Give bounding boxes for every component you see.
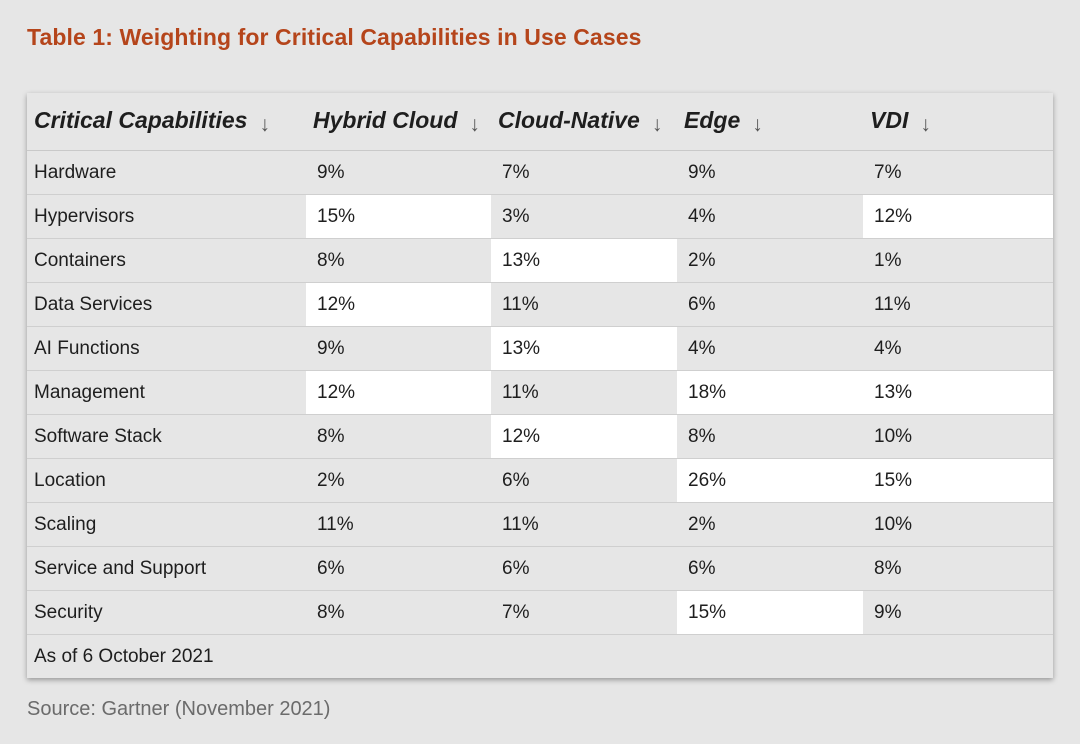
column-header-vdi[interactable]: VDI ↓ xyxy=(863,93,1053,151)
weight-cell: 11% xyxy=(306,502,491,547)
weight-cell: 11% xyxy=(491,370,677,415)
weight-cell: 4% xyxy=(863,326,1053,371)
column-header-critical-capabilities[interactable]: Critical Capabilities ↓ xyxy=(27,93,306,151)
table-row: Management 12% 11% 18% 13% xyxy=(27,370,1053,415)
weight-cell: 26% xyxy=(677,458,863,503)
weight-cell: 2% xyxy=(677,502,863,547)
weight-cell: 18% xyxy=(677,370,863,415)
header-row: Critical Capabilities ↓ Hybrid Cloud ↓ Clo… xyxy=(27,93,1053,151)
weight-cell: 1% xyxy=(863,238,1053,283)
capabilities-table-card: Critical Capabilities ↓ Hybrid Cloud ↓ Clo… xyxy=(27,93,1053,678)
weight-cell: 9% xyxy=(863,590,1053,635)
sort-arrow-down-icon[interactable]: ↓ xyxy=(259,112,270,136)
weight-cell: 2% xyxy=(677,238,863,283)
capability-name-cell: Service and Support xyxy=(27,546,306,591)
table-row: Scaling 11% 11% 2% 10% xyxy=(27,502,1053,547)
capability-name-cell: Data Services xyxy=(27,282,306,327)
table-row: Service and Support 6% 6% 6% 8% xyxy=(27,546,1053,591)
weight-cell: 9% xyxy=(677,150,863,195)
weight-cell: 9% xyxy=(306,326,491,371)
weight-cell: 6% xyxy=(677,282,863,327)
weight-cell: 6% xyxy=(491,458,677,503)
sort-arrow-down-icon[interactable]: ↓ xyxy=(752,112,763,136)
capability-name-cell: AI Functions xyxy=(27,326,306,371)
weight-cell: 12% xyxy=(863,194,1053,239)
table-row: AI Functions 9% 13% 4% 4% xyxy=(27,326,1053,371)
weight-cell: 15% xyxy=(863,458,1053,503)
weight-cell: 8% xyxy=(306,590,491,635)
weight-cell: 11% xyxy=(863,282,1053,327)
column-header-cloud-native[interactable]: Cloud-Native ↓ xyxy=(491,93,677,151)
weight-cell: 15% xyxy=(677,590,863,635)
weight-cell: 3% xyxy=(491,194,677,239)
weight-cell: 2% xyxy=(306,458,491,503)
capabilities-table: Critical Capabilities ↓ Hybrid Cloud ↓ Clo… xyxy=(27,93,1053,678)
table-row: Hardware 9% 7% 9% 7% xyxy=(27,150,1053,195)
footer-row: As of 6 October 2021 xyxy=(27,635,1053,679)
weight-cell: 8% xyxy=(677,414,863,459)
capability-name-cell: Scaling xyxy=(27,502,306,547)
column-header-edge[interactable]: Edge ↓ xyxy=(677,93,863,151)
capability-name-cell: Hardware xyxy=(27,150,306,195)
weight-cell: 8% xyxy=(306,238,491,283)
weight-cell: 12% xyxy=(306,282,491,327)
sort-arrow-down-icon[interactable]: ↓ xyxy=(920,112,931,136)
table-row: Software Stack 8% 12% 8% 10% xyxy=(27,414,1053,459)
sort-arrow-down-icon[interactable]: ↓ xyxy=(651,112,663,136)
table-row: Containers 8% 13% 2% 1% xyxy=(27,238,1053,283)
weight-cell: 10% xyxy=(863,414,1053,459)
weight-cell: 11% xyxy=(491,502,677,547)
table-row: Hypervisors 15% 3% 4% 12% xyxy=(27,194,1053,239)
table-title: Table 1: Weighting for Critical Capabili… xyxy=(27,24,642,50)
as-of-date: As of 6 October 2021 xyxy=(34,645,214,667)
weight-cell: 13% xyxy=(491,238,677,283)
capability-name-cell: Location xyxy=(27,458,306,503)
weight-cell: 7% xyxy=(491,590,677,635)
column-header-hybrid-cloud[interactable]: Hybrid Cloud ↓ xyxy=(306,93,491,151)
weight-cell: 6% xyxy=(491,546,677,591)
weight-cell: 8% xyxy=(863,546,1053,591)
capability-name-cell: Hypervisors xyxy=(27,194,306,239)
weight-cell: 7% xyxy=(863,150,1053,195)
weight-cell: 13% xyxy=(863,370,1053,415)
weight-cell: 12% xyxy=(491,414,677,459)
weight-cell: 4% xyxy=(677,326,863,371)
weight-cell: 12% xyxy=(306,370,491,415)
capability-name-cell: Management xyxy=(27,370,306,415)
weight-cell: 15% xyxy=(306,194,491,239)
weight-cell: 10% xyxy=(863,502,1053,547)
weight-cell: 6% xyxy=(677,546,863,591)
capability-name-cell: Software Stack xyxy=(27,414,306,459)
sort-arrow-down-icon[interactable]: ↓ xyxy=(469,112,480,136)
weight-cell: 7% xyxy=(491,150,677,195)
weight-cell: 9% xyxy=(306,150,491,195)
capability-name-cell: Containers xyxy=(27,238,306,283)
weight-cell: 8% xyxy=(306,414,491,459)
table-row: Location 2% 6% 26% 15% xyxy=(27,458,1053,503)
table-row: Security 8% 7% 15% 9% xyxy=(27,590,1053,635)
weight-cell: 11% xyxy=(491,282,677,327)
weight-cell: 4% xyxy=(677,194,863,239)
source-note: Source: Gartner (November 2021) xyxy=(27,698,331,720)
table-row: Data Services 12% 11% 6% 11% xyxy=(27,282,1053,327)
weight-cell: 13% xyxy=(491,326,677,371)
capability-name-cell: Security xyxy=(27,590,306,635)
weight-cell: 6% xyxy=(306,546,491,591)
table-body: Hardware 9% 7% 9% 7% Hypervisors 15% 3% 4% 12% Con… xyxy=(27,150,1053,635)
